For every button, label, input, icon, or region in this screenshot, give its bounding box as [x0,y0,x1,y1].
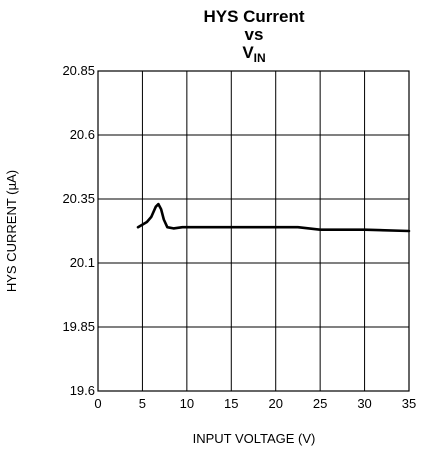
x-tick-labels: 0 5 10 15 20 25 30 35 [94,396,416,411]
series-line [136,202,411,233]
y-tick-label: 19.6 [70,383,95,398]
chart-title-subscript: IN [254,51,266,65]
y-tick-label: 20.35 [62,191,95,206]
y-tick-label: 20.1 [70,255,95,270]
chart-title-line-3: VIN [242,43,265,65]
x-tick-label: 5 [139,396,146,411]
chart-title-line-2: vs [245,25,264,44]
x-tick-label: 10 [180,396,194,411]
y-axis-label-suffix: A) [4,170,19,183]
x-tick-label: 0 [94,396,101,411]
x-tick-label: 25 [313,396,327,411]
x-axis-label: INPUT VOLTAGE (V) [193,431,316,446]
x-tick-label: 15 [224,396,238,411]
y-axis-label: HYS CURRENT (μA) [4,170,19,292]
y-axis-label-mu: μ [5,183,19,191]
x-tick-label: 35 [402,396,416,411]
y-tick-label: 19.85 [62,319,95,334]
chart-title: HYS Current vs VIN [203,7,304,65]
chart-title-v: V [242,43,254,62]
x-tick-label: 30 [357,396,371,411]
y-tick-label: 20.85 [62,63,95,78]
y-tick-label: 20.6 [70,127,95,142]
y-tick-labels: 19.6 19.85 20.1 20.35 20.6 20.85 [62,63,95,398]
chart-title-line-1: HYS Current [203,7,304,26]
y-axis-label-prefix: HYS CURRENT ( [4,190,19,292]
x-tick-label: 20 [268,396,282,411]
